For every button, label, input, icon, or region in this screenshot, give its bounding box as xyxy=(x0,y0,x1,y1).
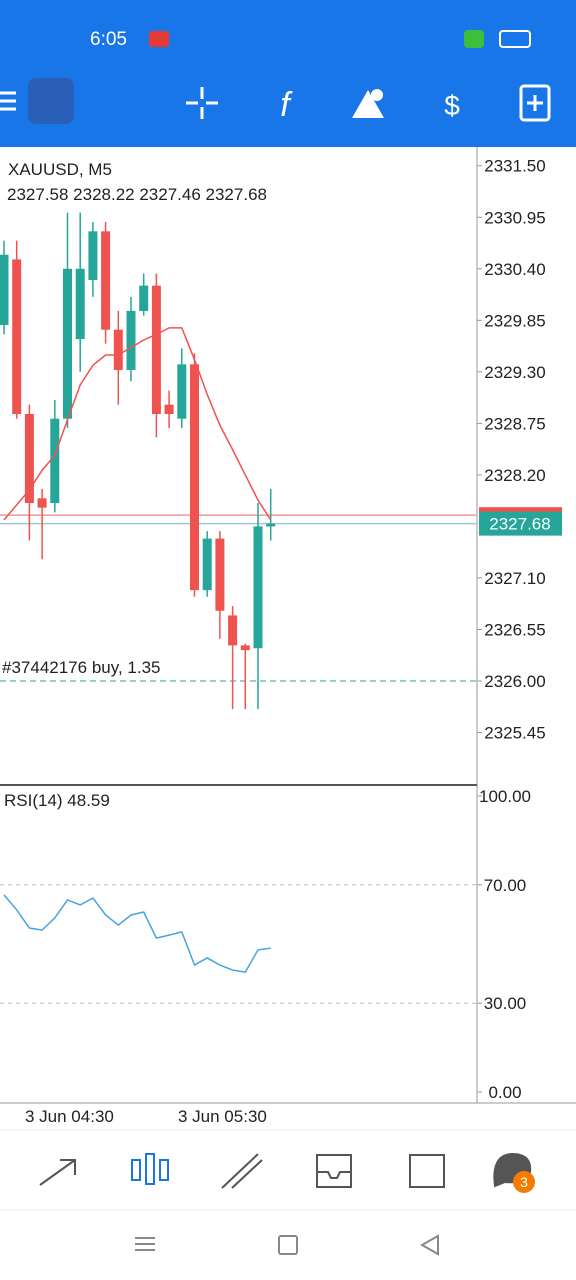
candle-body xyxy=(240,645,250,651)
time-label: 3 Jun 04:30 xyxy=(25,1107,114,1126)
candle-body xyxy=(88,231,98,281)
header xyxy=(0,0,576,147)
rsi-line xyxy=(3,894,271,973)
candle-body xyxy=(139,285,149,311)
candle-body xyxy=(228,615,238,646)
candle-body xyxy=(202,538,212,591)
candle-body xyxy=(177,364,187,419)
bid-label: 2327.68 xyxy=(489,515,550,534)
candle-body xyxy=(164,404,174,415)
price-tick-label: 2328.75 xyxy=(484,414,545,433)
app-icon[interactable] xyxy=(28,78,74,124)
candle-body xyxy=(0,254,9,326)
svg-text:$: $ xyxy=(444,90,460,121)
nav-news[interactable] xyxy=(409,1154,445,1188)
price-tick-label: 2330.40 xyxy=(484,260,545,279)
nav-chart[interactable] xyxy=(131,1153,169,1185)
candle-body xyxy=(113,329,123,370)
candle-body xyxy=(126,310,136,370)
price-tick-label: 2330.95 xyxy=(484,208,545,227)
price-tick-label: 2329.30 xyxy=(484,363,545,382)
rsi-tick-label: 0.00 xyxy=(488,1083,521,1102)
candle-body xyxy=(12,259,22,415)
time-label: 3 Jun 05:30 xyxy=(178,1107,267,1126)
toolbar: f $ xyxy=(0,30,551,124)
price-tick-label: 2325.45 xyxy=(484,724,545,743)
moving-average xyxy=(3,327,272,521)
candle-body xyxy=(37,498,47,508)
candle-body xyxy=(50,418,60,504)
price-tick-label: 2327.10 xyxy=(484,569,545,588)
bottom-nav: 3 xyxy=(0,1152,576,1256)
price-tick-label: 2331.50 xyxy=(484,157,545,176)
bid-box xyxy=(479,511,562,536)
candle-body xyxy=(24,414,34,504)
nav-quotes[interactable] xyxy=(39,1159,76,1186)
candle-body xyxy=(190,364,199,591)
candle-body xyxy=(253,526,263,649)
badge: 3 xyxy=(520,1174,528,1190)
candle-body xyxy=(266,523,276,527)
candle-body xyxy=(75,268,85,340)
symbol: XAUUSD, M5 xyxy=(8,160,112,179)
nav-history[interactable] xyxy=(316,1154,352,1188)
price-tick-label: 2326.00 xyxy=(484,672,545,691)
ohlc: 2327.58 2328.22 2327.46 2327.68 xyxy=(7,185,267,204)
position-label: #37442176 buy, 1.35 xyxy=(2,658,161,677)
status-time: 6:05 xyxy=(90,29,127,50)
rsi-tick-label: 100.00 xyxy=(479,787,531,806)
price-tick-label: 2326.55 xyxy=(484,620,545,639)
price-tick-label: 2329.85 xyxy=(484,311,545,330)
candle-body xyxy=(151,285,161,415)
price-tick-label: 2328.20 xyxy=(484,466,545,485)
nav-trade[interactable] xyxy=(221,1153,263,1189)
candle-body xyxy=(215,538,225,611)
candle-body xyxy=(63,268,72,419)
rsi-tick-label: 30.00 xyxy=(484,994,527,1013)
candle-body xyxy=(101,231,111,330)
rsi-label: RSI(14) 48.59 xyxy=(4,791,110,810)
rsi-tick-label: 70.00 xyxy=(484,876,527,895)
